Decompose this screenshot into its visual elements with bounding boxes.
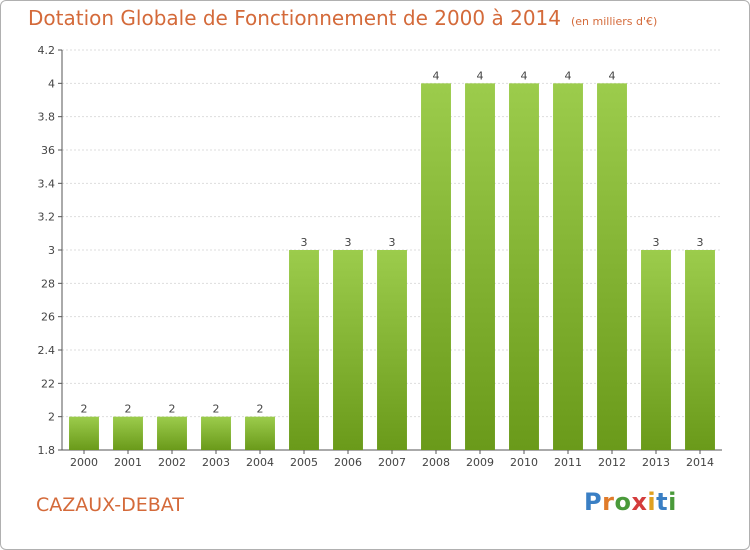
y-tick-label: 2	[48, 411, 55, 424]
bar-value-label: 3	[697, 236, 704, 249]
x-tick-label: 2013	[642, 456, 670, 469]
bar	[641, 250, 671, 450]
bar-value-label: 4	[477, 69, 484, 82]
bars	[69, 83, 715, 450]
bar	[289, 250, 319, 450]
bar	[377, 250, 407, 450]
logo-letter: t	[656, 488, 669, 516]
chart-unit-note: (en milliers d'€)	[571, 15, 658, 28]
x-tick-label: 2000	[70, 456, 98, 469]
y-tick-label: 28	[41, 277, 55, 290]
bar	[465, 83, 495, 450]
x-tick-label: 2007	[378, 456, 406, 469]
bar-value-label: 4	[609, 69, 616, 82]
x-tick-label: 2009	[466, 456, 494, 469]
x-tick-label: 2006	[334, 456, 362, 469]
bar	[553, 83, 583, 450]
y-tick-label: 26	[41, 311, 55, 324]
x-tick-label: 2014	[686, 456, 714, 469]
logo-letter: x	[631, 488, 648, 516]
bar	[113, 416, 143, 450]
logo-letter: i	[647, 488, 657, 516]
y-tick-label: 36	[41, 144, 55, 157]
bar	[509, 83, 539, 450]
x-tick-label: 2002	[158, 456, 186, 469]
x-tick-label: 2012	[598, 456, 626, 469]
bar-value-label: 3	[301, 236, 308, 249]
grid-lines	[62, 49, 722, 451]
x-tick-label: 2004	[246, 456, 274, 469]
y-tick-label: 3.8	[38, 111, 56, 124]
bar	[245, 416, 275, 450]
y-tick-label: 4	[48, 77, 55, 90]
chart-title-text: Dotation Globale de Fonctionnement de 20…	[28, 6, 561, 30]
bar-value-label: 3	[389, 236, 396, 249]
bar	[157, 416, 187, 450]
commune-name: CAZAUX-DEBAT	[36, 494, 184, 516]
y-tick-label: 3.4	[38, 177, 56, 190]
bar-value-label: 4	[433, 69, 440, 82]
logo-letter: r	[602, 488, 615, 516]
y-tick-label: 3.2	[38, 211, 56, 224]
bar-value-label: 4	[565, 69, 572, 82]
bar-value-label: 2	[169, 403, 176, 416]
y-tick-label: 3	[48, 244, 55, 257]
logo-letter: P	[584, 488, 603, 516]
x-tick-label: 2001	[114, 456, 142, 469]
bar-value-label: 2	[257, 403, 264, 416]
y-tick-label: 2.4	[38, 344, 56, 357]
chart-title: Dotation Globale de Fonctionnement de 20…	[28, 6, 657, 30]
x-tick-label: 2005	[290, 456, 318, 469]
proxiti-logo: Proxiti	[584, 488, 677, 516]
bar-value-label: 2	[81, 403, 88, 416]
bar-value-label: 2	[125, 403, 132, 416]
bar-value-label: 3	[653, 236, 660, 249]
bar-value-label: 3	[345, 236, 352, 249]
bar	[333, 250, 363, 450]
x-tick-label: 2011	[554, 456, 582, 469]
x-tick-label: 2003	[202, 456, 230, 469]
data-labels: 2 2 2 2 2 3 3 3 4 4 4 4 4 3 3	[81, 69, 704, 415]
y-tick-label: 1.8	[38, 444, 56, 457]
bar	[421, 83, 451, 450]
logo-letter: o	[614, 488, 632, 516]
x-tick-label: 2010	[510, 456, 538, 469]
bar	[201, 416, 231, 450]
y-tick-label: 4.2	[38, 44, 56, 57]
bar	[597, 83, 627, 450]
logo-letter: i	[668, 488, 677, 516]
x-tick-label: 2008	[422, 456, 450, 469]
y-tick-label: 22	[41, 377, 55, 390]
bar	[685, 250, 715, 450]
bar-value-label: 2	[213, 403, 220, 416]
bar-value-label: 4	[521, 69, 528, 82]
bar	[69, 416, 99, 450]
